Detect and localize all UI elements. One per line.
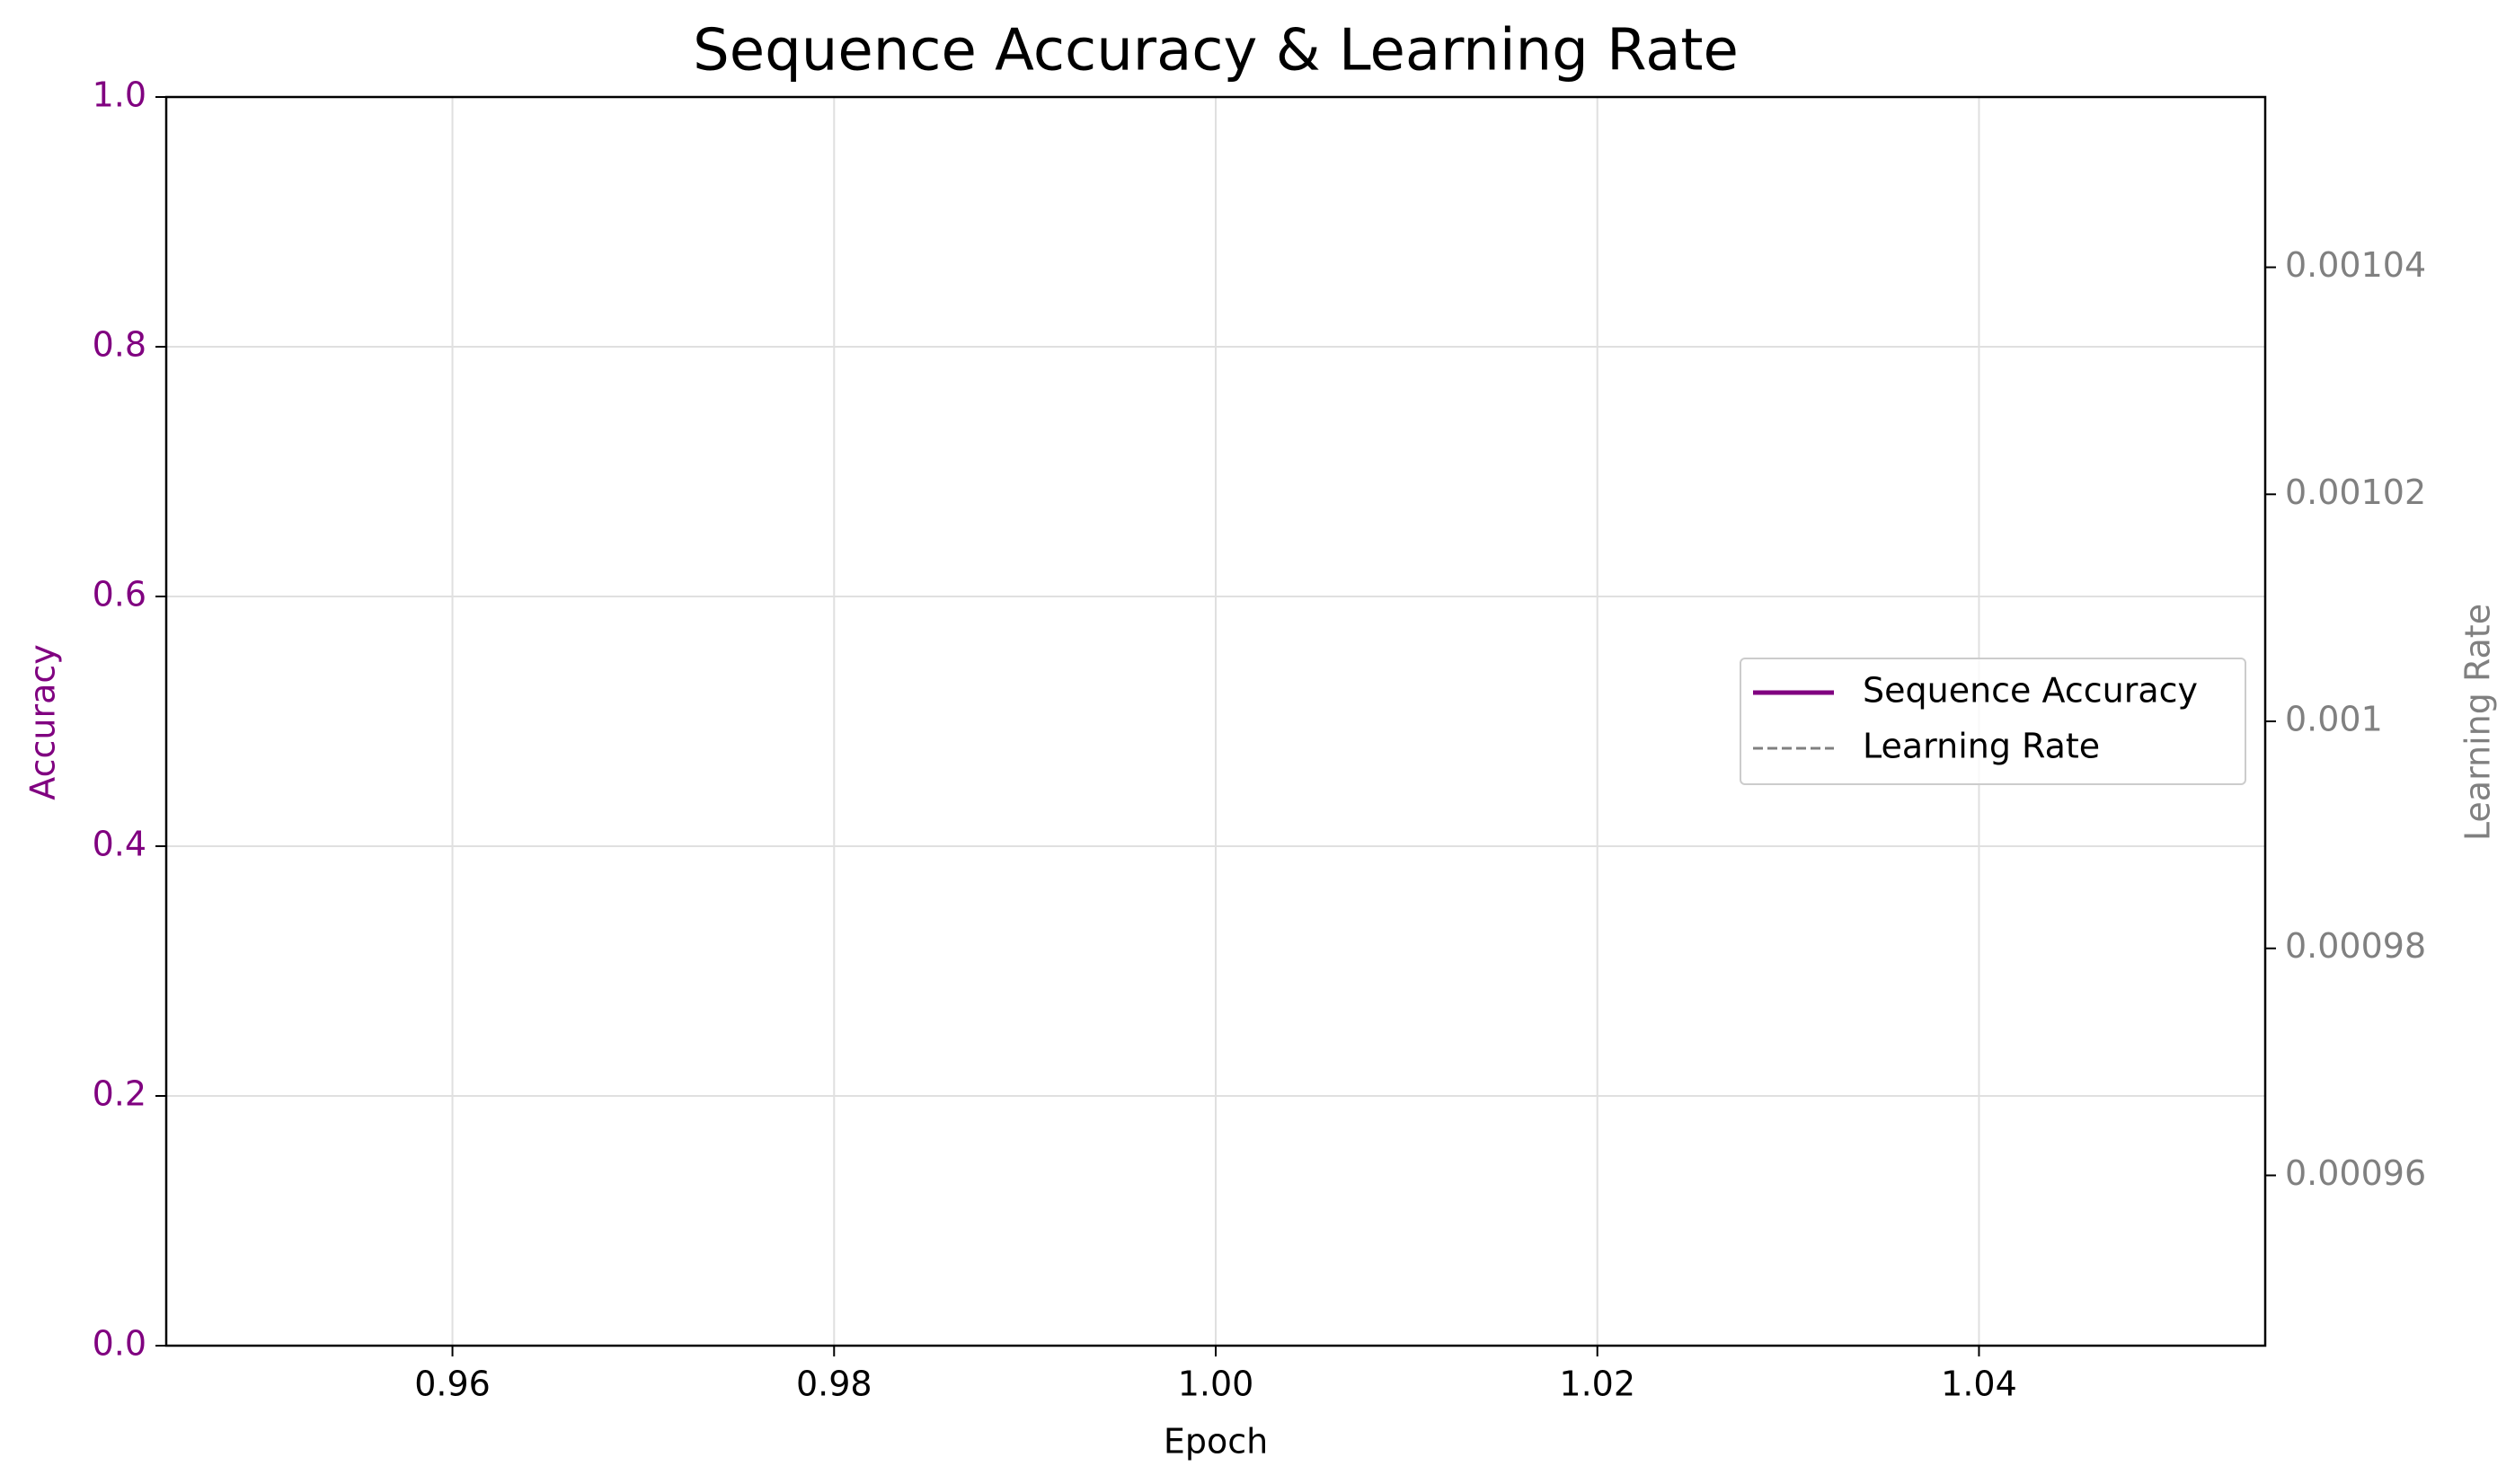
x-axis-label: Epoch [1164, 1422, 1268, 1462]
legend-box [1740, 658, 2246, 785]
y2-axis-label: Learning Rate [2458, 604, 2498, 841]
y-tick-label: 0.6 [93, 575, 146, 614]
y-tick-label: 0.0 [93, 1324, 146, 1364]
y2-tick-label: 0.00096 [2285, 1153, 2426, 1193]
x-tick-label: 1.00 [1178, 1365, 1254, 1404]
y-axis-label: Accuracy [23, 644, 63, 800]
plot-frame [164, 95, 2267, 1347]
y2-tick-label: 0.00102 [2285, 473, 2426, 512]
y-tick-label: 0.2 [93, 1074, 146, 1114]
legend-label: Learning Rate [1863, 727, 2100, 766]
y-tick-label: 0.8 [93, 325, 146, 365]
legend-label: Sequence Accuracy [1863, 671, 2198, 711]
y-tick-label: 0.4 [93, 825, 146, 864]
legend: Sequence Accuracy Learning Rate [1740, 658, 2246, 785]
x-tick-label: 0.96 [414, 1365, 491, 1404]
x-tick-label: 1.02 [1559, 1365, 1635, 1404]
y2-tick-label: 0.00098 [2285, 926, 2426, 966]
x-tick-label: 1.04 [1941, 1365, 2017, 1404]
x-tick-label: 0.98 [796, 1365, 872, 1404]
y-tick-label: 1.0 [93, 75, 146, 115]
y2-tick-label: 0.00104 [2285, 245, 2426, 285]
y2-tick-label: 0.001 [2285, 700, 2383, 739]
chart-title: Sequence Accuracy & Learning Rate [693, 18, 1739, 84]
